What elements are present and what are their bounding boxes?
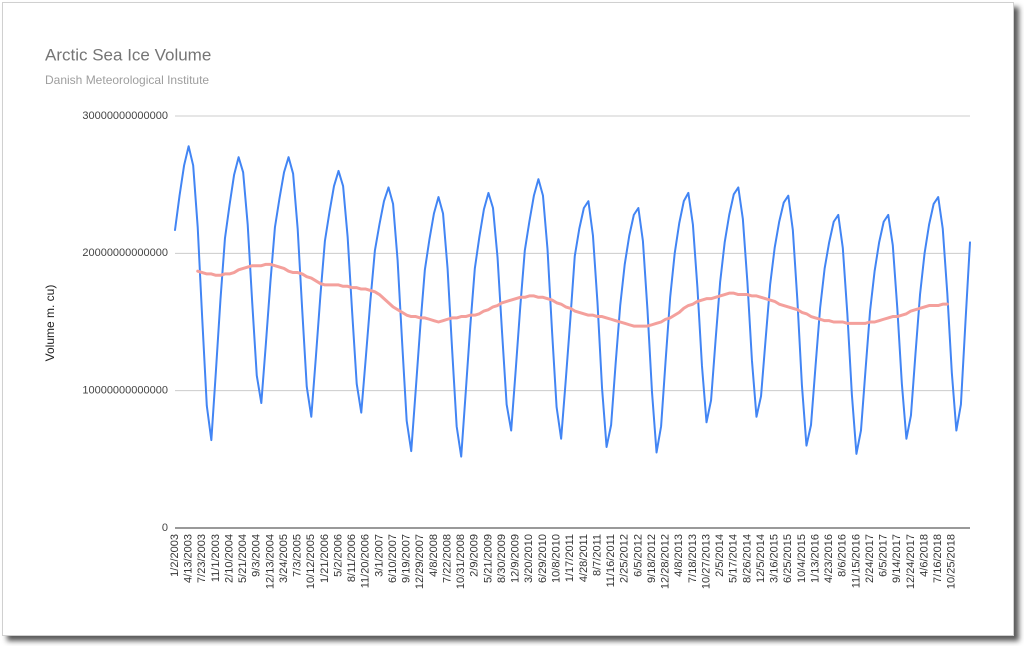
x-tick-label: 6/10/2007 xyxy=(387,534,399,583)
x-tick-label: 5/21/2009 xyxy=(482,534,494,583)
x-tick-label: 6/25/2015 xyxy=(782,534,794,583)
x-tick-label: 10/4/2015 xyxy=(796,534,808,583)
x-tick-label: 8/26/2014 xyxy=(741,534,753,583)
x-tick-label: 9/3/2004 xyxy=(251,534,263,577)
x-tick-label: 4/8/2008 xyxy=(428,534,440,577)
x-tick-label: 4/8/2013 xyxy=(673,534,685,577)
y-tick-label: 10000000000000 xyxy=(82,385,168,397)
x-tick-label: 3/1/2007 xyxy=(373,534,385,577)
y-tick-label: 0 xyxy=(162,522,168,534)
x-tick-label: 6/5/2012 xyxy=(632,534,644,577)
x-tick-label: 12/28/2012 xyxy=(660,534,672,589)
x-tick-label: 2/10/2004 xyxy=(223,534,235,583)
x-tick-label: 1/2/2003 xyxy=(169,534,181,577)
x-tick-label: 9/19/2007 xyxy=(401,534,413,583)
y-tick-label: 20000000000000 xyxy=(82,247,168,259)
x-tick-label: 4/28/2011 xyxy=(578,534,590,582)
x-tick-label: 12/5/2014 xyxy=(755,534,767,583)
series-line xyxy=(196,262,949,328)
x-tick-label: 10/8/2010 xyxy=(551,534,563,583)
chart-title: Arctic Sea Ice Volume xyxy=(45,45,211,64)
chart-card: Arctic Sea Ice Volume Danish Meteorologi… xyxy=(2,2,1014,636)
x-tick-label: 7/3/2005 xyxy=(292,534,304,577)
x-tick-label: 7/22/2008 xyxy=(441,534,453,583)
x-tick-label: 12/24/2017 xyxy=(905,534,917,589)
x-tick-label: 3/24/2005 xyxy=(278,534,290,583)
x-tick-label: 8/11/2006 xyxy=(346,534,358,582)
x-tick-label: 6/29/2010 xyxy=(537,534,549,583)
x-tick-label: 10/31/2008 xyxy=(455,534,467,589)
x-tick-label: 7/16/2018 xyxy=(932,534,944,583)
x-tick-label: 1/13/2016 xyxy=(809,534,821,583)
x-tick-label: 1/21/2006 xyxy=(319,534,331,583)
x-tick-label: 4/6/2018 xyxy=(918,534,930,577)
x-tick-label: 9/14/2017 xyxy=(891,534,903,583)
x-tick-label: 11/16/2011 xyxy=(605,534,617,587)
x-tick-label: 5/17/2014 xyxy=(728,534,740,583)
x-tick-label: 11/1/2003 xyxy=(210,534,222,582)
chart-subtitle: Danish Meteorological Institute xyxy=(45,73,209,87)
x-tick-label: 12/29/2007 xyxy=(414,534,426,589)
x-tick-label: 4/23/2016 xyxy=(823,534,835,583)
x-tick-label: 12/13/2004 xyxy=(264,534,276,589)
x-tick-label: 3/20/2010 xyxy=(523,534,535,583)
x-tick-label: 2/24/2017 xyxy=(864,534,876,583)
x-tick-label: 2/25/2012 xyxy=(619,534,631,583)
x-tick-label: 2/5/2014 xyxy=(714,534,726,577)
x-tick-label: 4/13/2003 xyxy=(183,534,195,583)
x-tick-label: 11/20/2006 xyxy=(360,534,372,588)
x-tick-label: 7/18/2013 xyxy=(687,534,699,583)
x-tick-label: 10/12/2005 xyxy=(305,534,317,589)
x-tick-label: 10/25/2018 xyxy=(946,534,958,589)
x-tick-label: 12/9/2009 xyxy=(510,534,522,583)
x-tick-label: 3/16/2015 xyxy=(769,534,781,583)
series-line xyxy=(174,145,971,458)
x-tick-label: 8/7/2011 xyxy=(591,534,603,576)
x-tick-label: 9/18/2012 xyxy=(646,534,658,583)
x-tick-label: 10/27/2013 xyxy=(700,534,712,589)
x-tick-label: 6/5/2017 xyxy=(878,534,890,577)
x-tick-label: 2/9/2009 xyxy=(469,534,481,577)
x-tick-label: 8/30/2009 xyxy=(496,534,508,583)
x-tick-label: 1/17/2011 xyxy=(564,534,576,582)
x-tick-label: 5/21/2004 xyxy=(237,534,249,583)
x-tick-label: 11/15/2016 xyxy=(850,534,862,588)
chart: Arctic Sea Ice Volume Danish Meteorologi… xyxy=(43,45,971,589)
y-tick-label: 30000000000000 xyxy=(82,110,168,122)
y-axis-title: Volume m. cu) xyxy=(43,285,57,362)
x-tick-label: 8/6/2016 xyxy=(837,534,849,577)
x-tick-label: 5/2/2006 xyxy=(332,534,344,577)
x-tick-label: 7/23/2003 xyxy=(196,534,208,583)
